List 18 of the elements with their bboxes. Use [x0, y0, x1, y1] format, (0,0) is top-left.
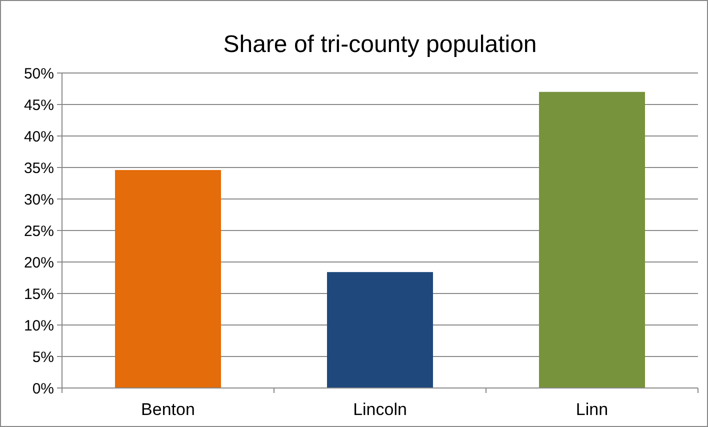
y-tick-label: 25%	[24, 222, 54, 240]
y-tick-label: 20%	[24, 254, 54, 272]
y-tick-label: 15%	[24, 286, 54, 303]
x-tick-label: Lincoln	[353, 400, 407, 419]
y-tick-label: 35%	[24, 160, 54, 177]
y-tick-label: 30%	[24, 191, 54, 208]
x-tick-label: Benton	[141, 400, 195, 419]
y-tick-label: 45%	[24, 96, 54, 114]
y-tick-label: 50%	[24, 65, 54, 82]
bar	[115, 170, 221, 388]
y-tick-label: 0%	[32, 380, 54, 398]
bar	[327, 272, 433, 388]
y-tick-label: 40%	[24, 128, 54, 146]
x-tick-label: Linn	[576, 400, 608, 419]
y-tick-label: 5%	[32, 348, 54, 366]
chart-title: Share of tri-county population	[223, 31, 537, 58]
y-tick-label: 10%	[24, 317, 54, 334]
bar	[539, 92, 645, 388]
